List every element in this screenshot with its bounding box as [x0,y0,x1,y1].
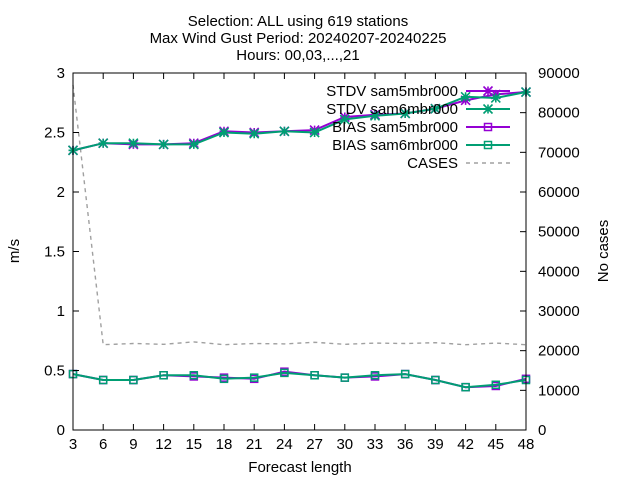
y-tick-label: 2 [57,184,65,201]
y2-tick-label: 80000 [538,105,580,122]
x-tick-label: 15 [185,436,202,453]
legend-marker [482,103,494,115]
data-point [370,371,380,380]
data-point [98,375,108,385]
x-tick-label: 9 [129,436,137,453]
chart-title: Selection: ALL using 619 stations Max Wi… [150,13,447,64]
y2-tick-label: 30000 [538,303,580,320]
data-point [490,92,501,104]
y2-tick-label: 10000 [538,382,580,399]
legend-marker [483,122,493,132]
x-tick-label: 36 [397,436,414,453]
y2-tick-label: 40000 [538,263,580,280]
title-line-3: Hours: 00,03,...,21 [236,47,359,64]
x-axis-label: Forecast length [248,459,351,476]
x-tick-label: 33 [367,436,384,453]
y-tick-label: 1.5 [44,244,65,261]
x-tick-label: 21 [246,436,263,453]
data-point [188,139,199,150]
legend-label: BIAS sam5mbr000 [332,119,458,136]
data-point [339,114,350,125]
x-tick-label: 30 [336,436,353,453]
y-tick-label: 0 [57,422,65,439]
title-line-1: Selection: ALL using 619 stations [188,13,408,30]
data-point [218,127,230,138]
data-point [279,126,290,137]
data-point [340,373,350,382]
x-tick-label: 24 [276,436,293,453]
data-point [98,138,109,149]
data-point [219,374,229,384]
legend-item: STDV sam5mbr000 [326,83,510,100]
y-tick-label: 2.5 [44,125,65,142]
data-point [430,103,441,114]
data-point [491,380,501,390]
legend-label: STDV sam6mbr000 [326,101,458,118]
y-tick-label: 3 [57,65,65,82]
data-point [461,382,470,392]
y2-tick-label: 50000 [538,224,580,241]
data-point [249,128,260,139]
data-point [309,127,320,138]
x-tick-label: 12 [155,436,172,453]
axes: 3 6 9 12 15 18 21 24 27 30 33 36 39 42 45 4800.511.522.… [44,65,580,453]
title-line-2: Max Wind Gust Period: 20240207-20240225 [150,30,447,47]
data-point [128,138,139,149]
y2-tick-label: 70000 [538,144,580,161]
plot-area [67,84,532,392]
data-point [129,375,138,385]
x-tick-label: 6 [99,436,107,453]
data-point [189,371,199,380]
y-tick-label: 1 [57,303,65,320]
legend-marker [483,140,493,150]
legend-item: BIAS sam6mbr000 [332,137,510,154]
legend-item: STDV sam6mbr000 [326,101,510,118]
x-tick-label: 48 [518,436,535,453]
legend-label: BIAS sam6mbr000 [332,137,458,154]
legend-marker [482,85,494,97]
data-point [460,91,471,102]
x-tick-label: 45 [487,436,504,453]
y-tick-label: 0.5 [44,363,65,380]
series-line [72,91,527,152]
data-point [249,373,259,382]
legend-label: CASES [407,155,458,172]
series-line [72,371,527,389]
y2-axis-label: No cases [595,220,612,283]
legend-item: BIAS sam5mbr000 [332,119,510,136]
y-axis-label: m/s [6,239,23,263]
data-point [158,139,169,150]
x-tick-label: 18 [216,436,233,453]
y2-tick-label: 60000 [538,184,580,201]
series-4 [72,84,527,346]
legend-item: CASES [407,155,510,172]
data-point [159,371,168,380]
data-point [280,368,289,378]
y2-tick-label: 20000 [538,343,580,360]
x-tick-label: 39 [427,436,444,453]
legend-label: STDV sam5mbr000 [326,83,458,100]
series-line [72,84,527,346]
x-tick-label: 42 [457,436,474,453]
data-point [369,110,381,121]
data-point [310,371,319,380]
data-point [400,108,411,119]
y2-tick-label: 0 [538,422,546,439]
x-tick-label: 3 [69,436,77,453]
data-point [400,369,410,379]
data-point [431,375,440,385]
y2-tick-label: 90000 [538,65,580,82]
x-tick-label: 27 [306,436,323,453]
plot-frame [72,72,527,431]
series-3 [68,368,531,392]
